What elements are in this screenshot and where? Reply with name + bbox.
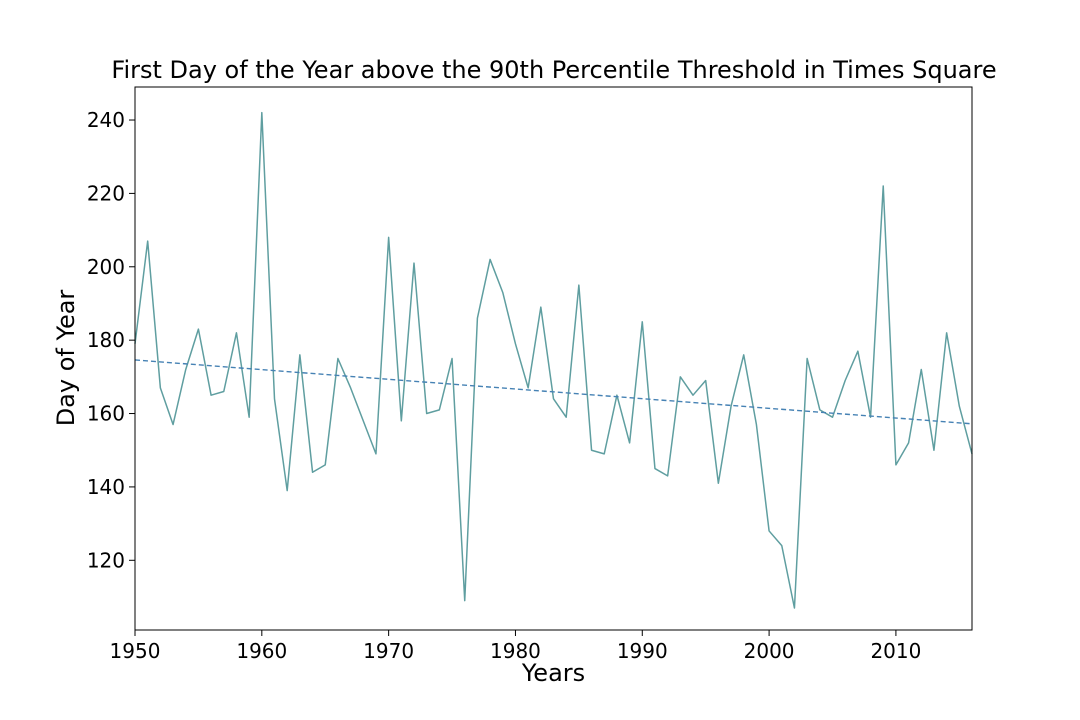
x-tick-label: 1970 bbox=[363, 639, 414, 663]
y-tick-label: 220 bbox=[87, 181, 125, 205]
y-tick-label: 200 bbox=[87, 255, 125, 279]
y-axis-label: Day of Year bbox=[52, 289, 80, 427]
x-tick-label: 1960 bbox=[236, 639, 287, 663]
x-tick-label: 1980 bbox=[490, 639, 541, 663]
x-tick-label: 2010 bbox=[870, 639, 921, 663]
series-line bbox=[134, 111, 973, 609]
y-tick-label: 240 bbox=[87, 108, 125, 132]
x-tick-label: 1950 bbox=[110, 639, 161, 663]
y-tick-label: 160 bbox=[87, 402, 125, 426]
x-axis-label: Years bbox=[521, 659, 586, 687]
x-tick-label: 2000 bbox=[744, 639, 795, 663]
y-tick-label: 120 bbox=[87, 548, 125, 572]
y-tick-label: 180 bbox=[87, 328, 125, 352]
chart-title: First Day of the Year above the 90th Per… bbox=[111, 56, 997, 84]
x-tick-label: 1990 bbox=[617, 639, 668, 663]
trend-line bbox=[134, 359, 973, 425]
y-tick-label: 140 bbox=[87, 475, 125, 499]
axes-frame bbox=[134, 86, 973, 631]
